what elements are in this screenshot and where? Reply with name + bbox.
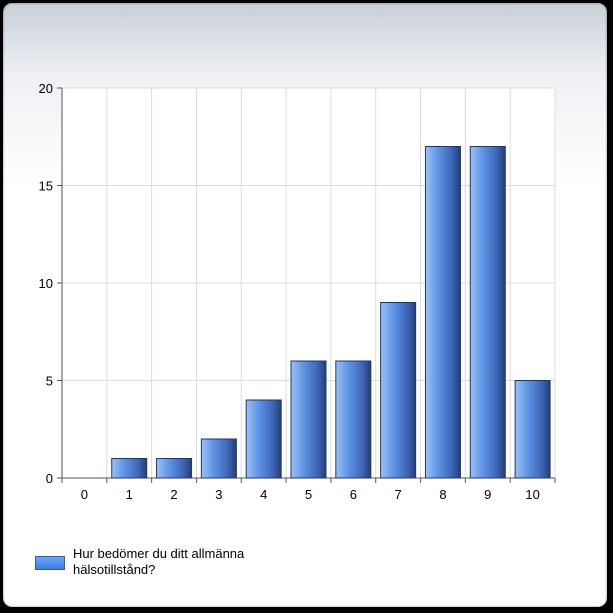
y-tick-label: 10 (39, 276, 53, 291)
bar-10 (514, 380, 551, 479)
bar-9 (469, 146, 506, 479)
tick-labels: 0 5 10 15 20 0 1 2 3 4 5 6 7 8 9 10 (39, 81, 540, 502)
legend-label: Hur bedömer du ditt allmänna hälsotillst… (73, 546, 245, 577)
bar-2 (156, 458, 193, 479)
x-tick-label: 1 (126, 487, 133, 502)
bar-5 (290, 360, 327, 479)
bar-4 (245, 399, 282, 479)
y-tick-label: 20 (39, 81, 53, 96)
bar-1 (111, 458, 148, 479)
chart-frame: 0 5 10 15 20 0 1 2 3 4 5 6 7 8 9 10 Hur bedömer du ditt… (3, 3, 607, 607)
y-tick-label: 0 (46, 471, 53, 486)
bar-3 (200, 438, 237, 479)
legend-swatch (35, 556, 65, 570)
x-tick-label: 4 (260, 487, 267, 502)
x-tick-label: 7 (395, 487, 402, 502)
bar-chart: 0 5 10 15 20 0 1 2 3 4 5 6 7 8 9 10 (39, 81, 556, 502)
y-tick-label: 15 (39, 179, 53, 194)
x-tick-label: 8 (439, 487, 446, 502)
x-tick-label: 3 (215, 487, 222, 502)
x-tick-label: 10 (525, 487, 539, 502)
y-tick-label: 5 (46, 374, 53, 389)
x-tick-label: 6 (350, 487, 357, 502)
bar-6 (335, 360, 372, 479)
x-tick-label: 2 (170, 487, 177, 502)
x-tick-label: 9 (484, 487, 491, 502)
bar-7 (380, 302, 417, 479)
legend: Hur bedömer du ditt allmänna hälsotillst… (35, 546, 303, 578)
x-tick-label: 0 (81, 487, 88, 502)
bar-8 (424, 146, 461, 479)
bars (111, 146, 551, 479)
x-tick-label: 5 (305, 487, 312, 502)
